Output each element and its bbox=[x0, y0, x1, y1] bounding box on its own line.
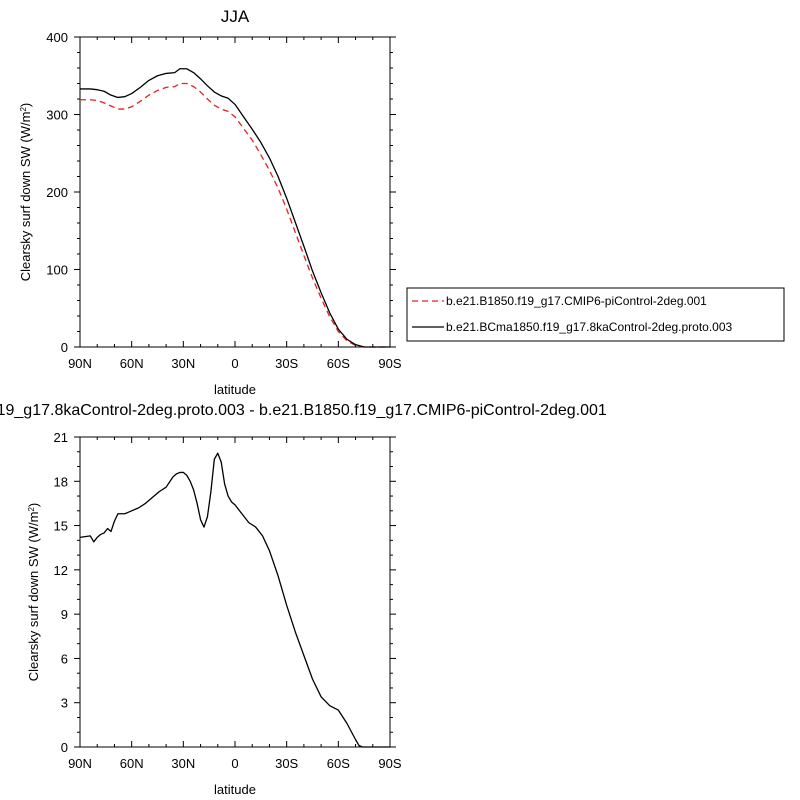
bottom-series bbox=[79, 452, 390, 748]
y-tick-label: 12 bbox=[54, 563, 68, 578]
bottom-title: b.e21.BCma1850.f19_g17.8kaControl-2deg.p… bbox=[0, 402, 607, 419]
y-tick-label: 15 bbox=[54, 519, 68, 534]
y-tick-label: 0 bbox=[61, 340, 68, 355]
x-tick-label: 60S bbox=[327, 756, 350, 771]
x-tick-label: 60S bbox=[327, 356, 350, 371]
top-y-axis-label-sup: 2 bbox=[19, 107, 28, 112]
panel-bottom: b.e21.BCma1850.f19_g17.8kaControl-2deg.p… bbox=[0, 402, 607, 797]
bottom-y-axis-label-sup: 2 bbox=[27, 507, 36, 512]
bottom-plot-frame bbox=[79, 436, 391, 748]
y-tick-label: 0 bbox=[61, 740, 68, 755]
y-tick-label: 18 bbox=[54, 474, 68, 489]
top-title: JJA bbox=[221, 7, 250, 26]
x-tick-label: 90S bbox=[378, 356, 401, 371]
bottom-x-axis-label: latitude bbox=[214, 782, 256, 797]
panel-top: JJA 90N 60N 30N 0 30S 60S 90S 0 100 200 300 400 lat… bbox=[18, 7, 785, 397]
y-tick-label: 200 bbox=[46, 185, 68, 200]
x-tick-label: 60N bbox=[120, 756, 144, 771]
series-line-1-1 bbox=[80, 82, 390, 348]
bottom-y-axis-label-main: Clearsky surf down SW (W/m bbox=[26, 512, 41, 682]
legend: b.e21.B1850.f19_g17.CMIP6-piControl-2deg… bbox=[406, 287, 785, 342]
y-tick-label: 100 bbox=[46, 263, 68, 278]
top-x-axis-label: latitude bbox=[214, 382, 256, 397]
top-series bbox=[80, 68, 390, 348]
top-y-axis-label-main: Clearsky surf down SW (W/m bbox=[18, 112, 33, 282]
top-plot-frame bbox=[79, 36, 391, 348]
legend-label-series-1: b.e21.B1850.f19_g17.CMIP6-piControl-2deg… bbox=[446, 294, 707, 308]
x-tick-label: 90N bbox=[68, 356, 92, 371]
y-tick-label: 21 bbox=[54, 430, 68, 445]
bottom-y-axis-label: Clearsky surf down SW (W/m2) bbox=[26, 503, 41, 682]
x-tick-label: 0 bbox=[231, 756, 238, 771]
x-tick-label: 30S bbox=[275, 756, 298, 771]
x-tick-label: 30N bbox=[171, 356, 195, 371]
bottom-tick-labels: 90N 60N 30N 0 30S 60S 90S 0 3 6 9 12 15 18 21 bbox=[54, 430, 402, 771]
x-tick-label: 0 bbox=[231, 356, 238, 371]
x-tick-label: 90S bbox=[378, 756, 401, 771]
bottom-y-axis-label-tail: ) bbox=[26, 503, 41, 507]
x-tick-label: 90N bbox=[68, 756, 92, 771]
legend-box bbox=[406, 287, 785, 342]
y-tick-label: 300 bbox=[46, 108, 68, 123]
y-tick-label: 6 bbox=[61, 651, 68, 666]
series-line-1-2 bbox=[80, 68, 390, 348]
y-tick-label: 400 bbox=[46, 30, 68, 45]
series-line-2-1 bbox=[79, 452, 390, 748]
top-tick-labels: 90N 60N 30N 0 30S 60S 90S 0 100 200 300 400 bbox=[46, 30, 402, 371]
top-ticks bbox=[74, 36, 396, 348]
x-tick-label: 30S bbox=[275, 356, 298, 371]
bottom-ticks bbox=[74, 436, 396, 748]
top-y-axis-label: Clearsky surf down SW (W/m2) bbox=[18, 103, 33, 282]
top-y-axis-label-tail: ) bbox=[18, 103, 33, 107]
x-tick-label: 60N bbox=[120, 356, 144, 371]
legend-label-series-2: b.e21.BCma1850.f19_g17.8kaControl-2deg.p… bbox=[446, 320, 733, 334]
y-tick-label: 3 bbox=[61, 696, 68, 711]
y-tick-label: 9 bbox=[61, 607, 68, 622]
x-tick-label: 30N bbox=[171, 756, 195, 771]
